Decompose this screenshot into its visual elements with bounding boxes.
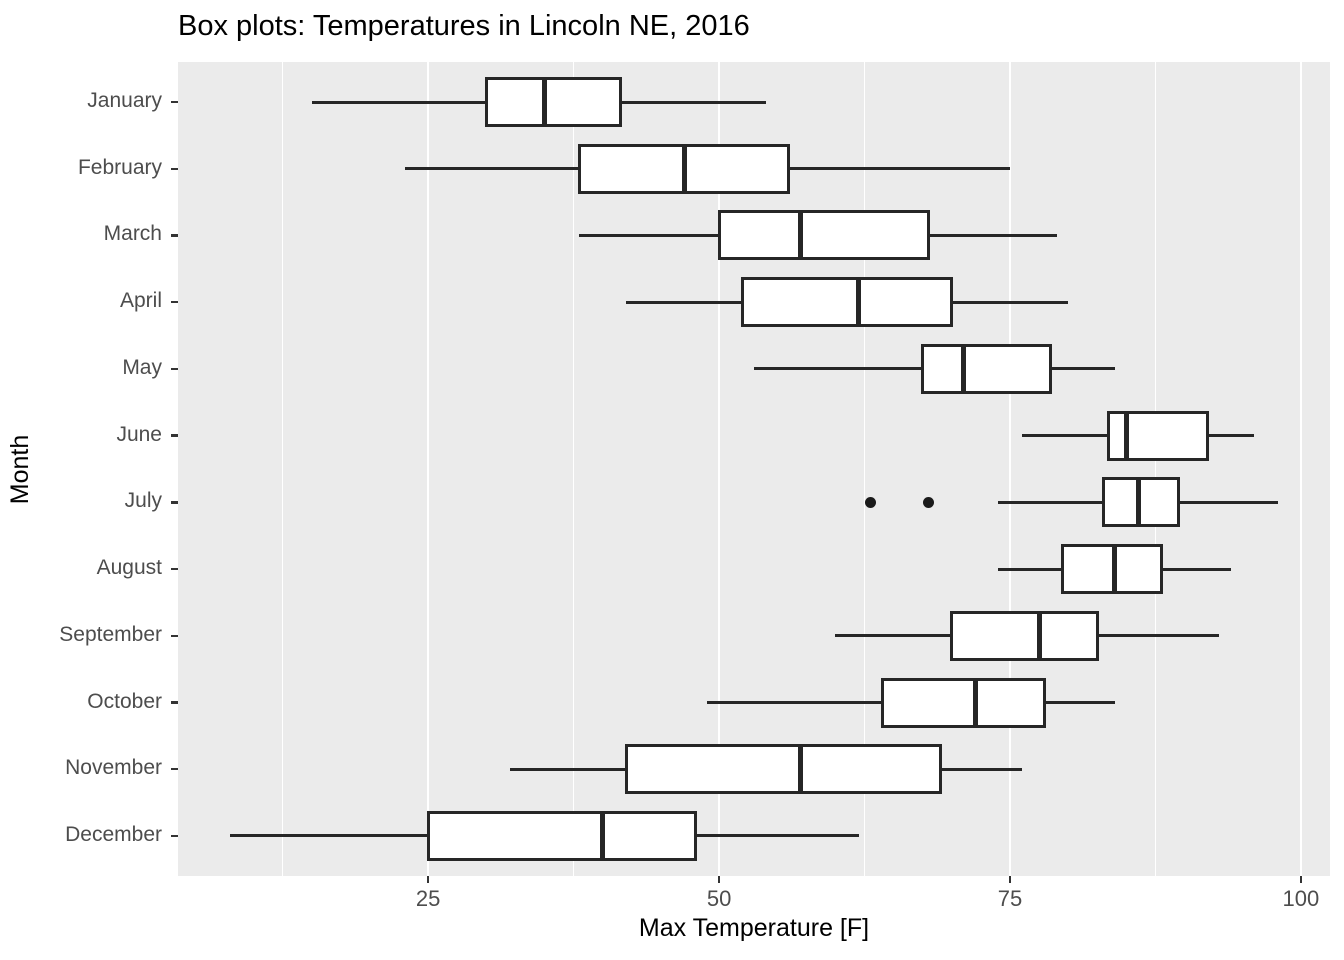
x-tick-label: 50 <box>706 886 732 911</box>
iqr-box <box>1107 410 1210 461</box>
median-line <box>856 277 862 328</box>
y-tick-mark <box>171 367 178 371</box>
y-tick-label: October <box>87 689 162 713</box>
median-line <box>960 343 966 394</box>
median-line <box>542 77 548 128</box>
y-tick-label: January <box>87 89 162 113</box>
whisker-low <box>626 300 743 304</box>
y-tick-label: September <box>59 622 162 646</box>
iqr-box <box>740 277 954 328</box>
iqr-box <box>1060 544 1163 595</box>
y-tick-mark <box>171 100 178 104</box>
y-tick-mark <box>171 634 178 638</box>
whisker-high <box>1044 701 1115 705</box>
minor-gridline <box>1154 62 1156 876</box>
x-axis-title: Max Temperature [F] <box>638 914 870 942</box>
whisker-low <box>230 834 429 838</box>
y-axis-title: Month <box>6 434 35 504</box>
y-tick-mark <box>171 167 178 170</box>
chart-title: Box plots: Temperatures in Lincoln NE, 2… <box>178 10 750 42</box>
whisker-low <box>998 567 1063 571</box>
whisker-low <box>835 634 952 638</box>
whisker-high <box>1161 567 1232 571</box>
outlier-point <box>864 496 876 508</box>
whisker-low <box>707 701 882 705</box>
whisker-high <box>1207 434 1255 438</box>
y-tick-mark <box>171 767 178 771</box>
plot-panel <box>178 62 1330 876</box>
whisker-high <box>951 300 1069 304</box>
whisker-high <box>1178 500 1278 504</box>
y-tick-mark <box>171 701 178 704</box>
whisker-low <box>754 367 923 371</box>
y-tick-label: April <box>119 289 162 313</box>
y-tick-label: May <box>122 355 162 379</box>
whisker-low <box>579 233 720 237</box>
y-tick-label: December <box>65 822 162 846</box>
median-line <box>798 744 804 795</box>
iqr-box <box>717 210 931 261</box>
y-tick-mark <box>171 501 178 504</box>
x-tick-mark <box>1299 876 1303 883</box>
median-line <box>600 810 606 861</box>
iqr-box <box>921 343 1053 394</box>
major-gridline <box>1299 62 1302 876</box>
y-tick-mark <box>171 300 178 304</box>
y-tick-label: March <box>103 222 162 246</box>
iqr-box <box>426 810 698 861</box>
major-gridline <box>427 62 430 876</box>
x-tick-label: 100 <box>1282 886 1320 911</box>
whisker-high <box>940 767 1022 771</box>
median-line <box>1135 477 1141 528</box>
x-tick-mark <box>1008 876 1012 883</box>
whisker-high <box>1050 367 1115 371</box>
y-tick-mark <box>171 434 178 437</box>
y-tick-mark <box>171 834 178 838</box>
iqr-box <box>484 77 622 128</box>
x-tick-mark <box>717 876 721 883</box>
outlier-point <box>923 496 935 508</box>
iqr-box <box>624 744 942 795</box>
whisker-low <box>404 167 580 171</box>
median-line <box>1036 610 1042 661</box>
median-line <box>972 677 978 728</box>
median-line <box>798 210 804 261</box>
minor-gridline <box>282 62 284 876</box>
whisker-low <box>509 767 626 771</box>
y-tick-label: February <box>77 155 162 179</box>
whisker-low <box>998 500 1104 504</box>
y-tick-label: November <box>65 756 162 780</box>
whisker-high <box>1097 634 1220 638</box>
y-tick-mark <box>171 234 178 237</box>
whisker-low <box>311 100 487 104</box>
y-tick-label: June <box>116 422 162 446</box>
median-line <box>1123 410 1129 461</box>
whisker-high <box>620 100 766 104</box>
major-gridline <box>718 62 721 876</box>
whisker-high <box>695 834 859 838</box>
y-tick-label: July <box>124 489 162 513</box>
minor-gridline <box>573 62 575 876</box>
minor-gridline <box>864 62 866 876</box>
iqr-box <box>880 677 1047 728</box>
x-tick-label: 25 <box>415 886 441 911</box>
x-tick-label: 75 <box>997 886 1023 911</box>
whisker-high <box>928 233 1057 237</box>
iqr-box <box>1101 477 1181 528</box>
y-tick-label: August <box>96 556 162 580</box>
whisker-high <box>788 167 1010 171</box>
iqr-box <box>950 610 1099 661</box>
y-tick-mark <box>171 567 178 571</box>
major-gridline <box>1009 62 1011 876</box>
x-tick-mark <box>426 876 430 883</box>
median-line <box>1112 544 1118 595</box>
median-line <box>681 143 687 194</box>
whisker-low <box>1021 434 1109 438</box>
